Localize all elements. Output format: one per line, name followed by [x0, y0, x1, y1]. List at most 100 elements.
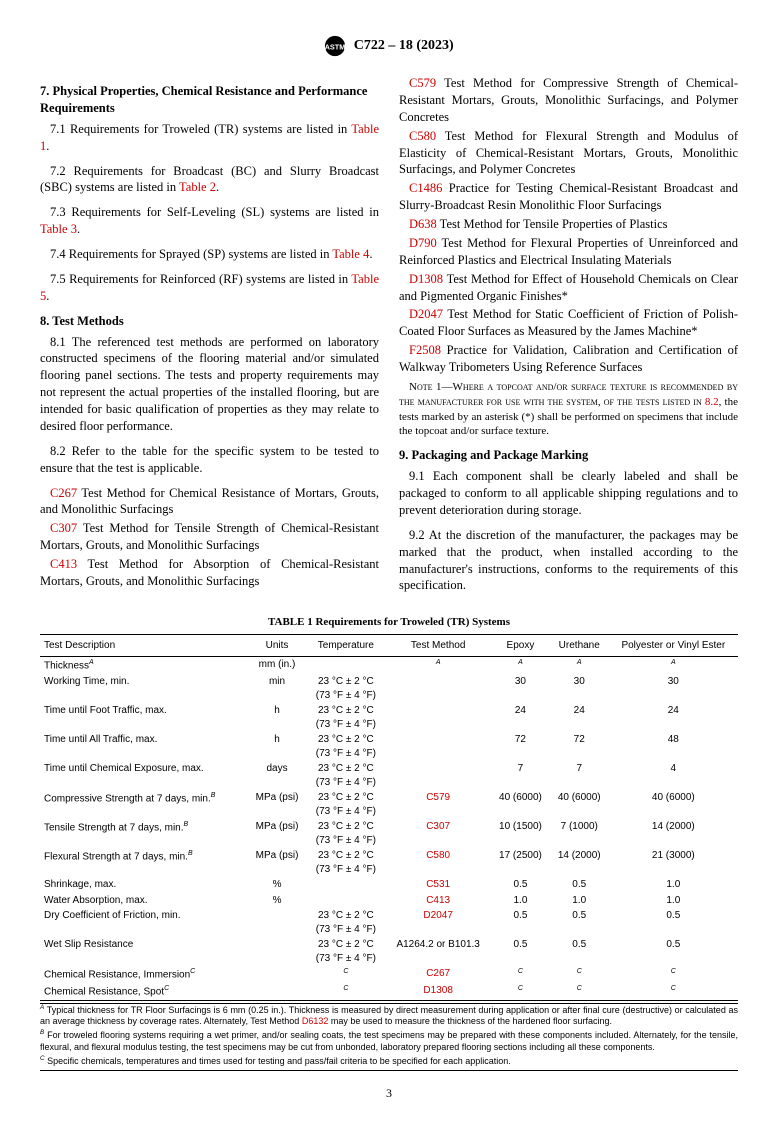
- row-value: 1.0: [609, 877, 738, 893]
- row-value: 14 (2000): [550, 848, 609, 877]
- row-description: Wet Slip Resistance: [40, 937, 248, 966]
- table-header-cell: Urethane: [550, 634, 609, 657]
- row-units: min: [248, 674, 307, 703]
- row-method[interactable]: C413: [385, 893, 491, 909]
- section-9-title: 9. Packaging and Package Marking: [399, 447, 738, 464]
- row-value: 0.5: [550, 877, 609, 893]
- row-description: Chemical Resistance, SpotC: [40, 983, 248, 1000]
- row-description: Water Absorption, max.: [40, 893, 248, 909]
- row-value: 1.0: [609, 893, 738, 909]
- standard-ref-link[interactable]: C413: [50, 557, 77, 571]
- row-temperature: 23 °C ± 2 °C(73 °F ± 4 °F): [306, 732, 385, 761]
- row-method[interactable]: C307: [385, 819, 491, 848]
- row-units: %: [248, 893, 307, 909]
- row-description: Chemical Resistance, ImmersionC: [40, 966, 248, 983]
- row-temperature: 23 °C ± 2 °C(73 °F ± 4 °F): [306, 819, 385, 848]
- row-temperature: 23 °C ± 2 °C(73 °F ± 4 °F): [306, 761, 385, 790]
- row-units: days: [248, 761, 307, 790]
- clause-7-4: 7.4 Requirements for Sprayed (SP) system…: [40, 246, 379, 263]
- section-7-title: 7. Physical Properties, Chemical Resista…: [40, 83, 379, 117]
- clause-7-5: 7.5 Requirements for Reinforced (RF) sys…: [40, 271, 379, 305]
- standard-ref-link[interactable]: C307: [50, 521, 77, 535]
- reference-item: C413 Test Method for Absorption of Chemi…: [40, 556, 379, 590]
- table-2-link[interactable]: Table 2: [179, 180, 216, 194]
- row-value: 1.0: [550, 893, 609, 909]
- note-1: Note 1—Where a topcoat and/or surface te…: [399, 380, 738, 439]
- row-units: mm (in.): [248, 657, 307, 674]
- standard-ref-link[interactable]: D2047: [409, 307, 443, 321]
- table-1-wrap: TABLE 1 Requirements for Troweled (TR) S…: [40, 615, 738, 1071]
- clause-9-1: 9.1 Each component shall be clearly labe…: [399, 468, 738, 519]
- table-1: Test DescriptionUnitsTemperatureTest Met…: [40, 634, 738, 1001]
- row-value: A: [609, 657, 738, 674]
- clause-9-2: 9.2 At the discretion of the manufacture…: [399, 527, 738, 595]
- row-method[interactable]: C531: [385, 877, 491, 893]
- standard-ref-link[interactable]: C1486: [409, 181, 442, 195]
- table-row: Time until Chemical Exposure, max.days23…: [40, 761, 738, 790]
- table-4-link[interactable]: Table 4: [332, 247, 369, 261]
- row-method: [385, 703, 491, 732]
- row-method[interactable]: D1308: [385, 983, 491, 1000]
- row-value: 0.5: [550, 908, 609, 937]
- row-method[interactable]: C579: [385, 790, 491, 819]
- body-columns: 7. Physical Properties, Chemical Resista…: [40, 75, 738, 597]
- reference-item: C307 Test Method for Tensile Strength of…: [40, 520, 379, 554]
- row-description: Working Time, min.: [40, 674, 248, 703]
- row-description: Time until Foot Traffic, max.: [40, 703, 248, 732]
- row-description: Flexural Strength at 7 days, min.B: [40, 848, 248, 877]
- standard-ref-link[interactable]: C580: [409, 129, 436, 143]
- table-row: Time until All Traffic, max.h23 °C ± 2 °…: [40, 732, 738, 761]
- table-3-link[interactable]: Table 3: [40, 222, 77, 236]
- row-description: Dry Coefficient of Friction, min.: [40, 908, 248, 937]
- row-method[interactable]: C580: [385, 848, 491, 877]
- table-row: ThicknessAmm (in.)AAAA: [40, 657, 738, 674]
- standard-ref-link[interactable]: D1308: [409, 272, 443, 286]
- ref-d6132-link[interactable]: D6132: [302, 1016, 329, 1026]
- row-value: C: [550, 966, 609, 983]
- row-temperature: [306, 657, 385, 674]
- row-value: 30: [491, 674, 550, 703]
- standard-ref-link[interactable]: C579: [409, 76, 436, 90]
- svg-text:ASTM: ASTM: [325, 43, 346, 52]
- astm-logo-icon: ASTM: [324, 38, 350, 53]
- row-units: MPa (psi): [248, 848, 307, 877]
- row-units: [248, 983, 307, 1000]
- row-description: Compressive Strength at 7 days, min.B: [40, 790, 248, 819]
- row-temperature: 23 °C ± 2 °C(73 °F ± 4 °F): [306, 674, 385, 703]
- row-value: 7: [491, 761, 550, 790]
- table-row: Shrinkage, max.%C5310.50.51.0: [40, 877, 738, 893]
- row-temperature: 23 °C ± 2 °C(73 °F ± 4 °F): [306, 703, 385, 732]
- row-value: 0.5: [609, 937, 738, 966]
- footnote-b: B For troweled flooring systems requirin…: [40, 1029, 738, 1053]
- table-row: Compressive Strength at 7 days, min.BMPa…: [40, 790, 738, 819]
- row-value: 1.0: [491, 893, 550, 909]
- row-value: 0.5: [609, 908, 738, 937]
- row-value: 72: [550, 732, 609, 761]
- table-row: Wet Slip Resistance23 °C ± 2 °C(73 °F ± …: [40, 937, 738, 966]
- standard-ref-link[interactable]: D790: [409, 236, 437, 250]
- table-header-cell: Epoxy: [491, 634, 550, 657]
- clause-7-1: 7.1 Requirements for Troweled (TR) syste…: [40, 121, 379, 155]
- row-method: A: [385, 657, 491, 674]
- row-units: h: [248, 732, 307, 761]
- row-value: C: [609, 983, 738, 1000]
- row-method[interactable]: C267: [385, 966, 491, 983]
- row-value: 17 (2500): [491, 848, 550, 877]
- table-1-title: TABLE 1 Requirements for Troweled (TR) S…: [40, 615, 738, 630]
- row-value: 14 (2000): [609, 819, 738, 848]
- standard-ref-link[interactable]: D638: [409, 217, 437, 231]
- row-value: C: [491, 983, 550, 1000]
- ref-8-2-link[interactable]: 8.2: [705, 396, 719, 408]
- row-units: [248, 937, 307, 966]
- row-value: 0.5: [491, 877, 550, 893]
- row-value: 7: [550, 761, 609, 790]
- row-method: [385, 761, 491, 790]
- footnote-a: A Typical thickness for TR Floor Surfaci…: [40, 1003, 738, 1028]
- standard-ref-link[interactable]: C267: [50, 486, 77, 500]
- row-value: 72: [491, 732, 550, 761]
- row-units: [248, 908, 307, 937]
- clause-8-1: 8.1 The referenced test methods are perf…: [40, 334, 379, 435]
- row-units: MPa (psi): [248, 819, 307, 848]
- row-method[interactable]: D2047: [385, 908, 491, 937]
- standard-ref-link[interactable]: F2508: [409, 343, 441, 357]
